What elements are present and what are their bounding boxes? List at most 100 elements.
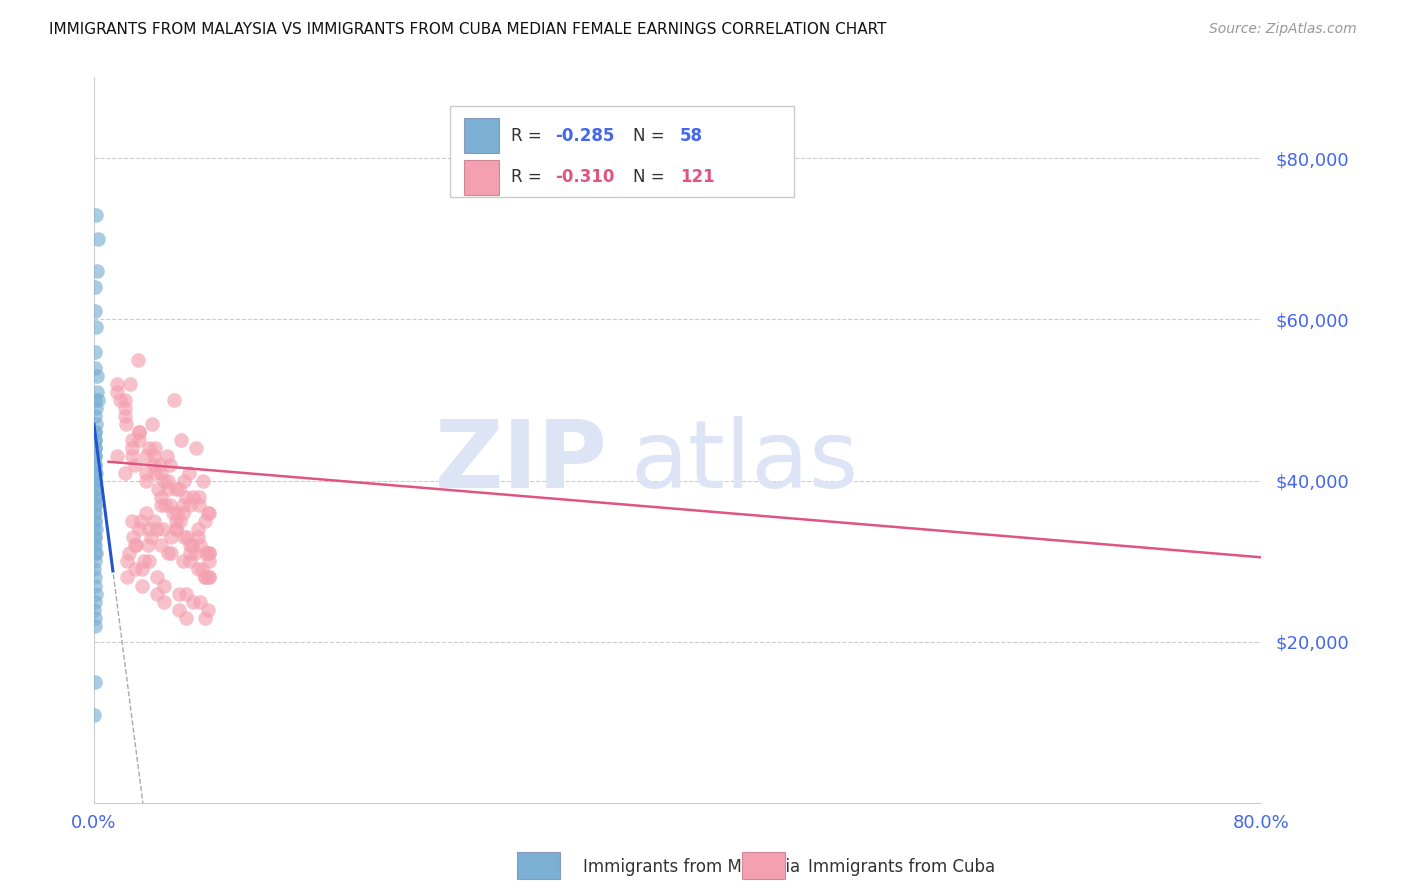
Point xyxy=(197,506,219,520)
Point xyxy=(121,514,143,528)
Point xyxy=(114,392,136,407)
Point xyxy=(165,522,187,536)
Point xyxy=(163,392,186,407)
Point xyxy=(135,506,157,520)
Point xyxy=(84,570,107,584)
Point xyxy=(84,474,107,488)
Text: IMMIGRANTS FROM MALAYSIA VS IMMIGRANTS FROM CUBA MEDIAN FEMALE EARNINGS CORRELAT: IMMIGRANTS FROM MALAYSIA VS IMMIGRANTS F… xyxy=(49,22,887,37)
Point xyxy=(84,490,107,504)
Point xyxy=(155,498,177,512)
Point xyxy=(83,344,105,359)
Point xyxy=(84,498,107,512)
Point xyxy=(145,586,167,600)
Point xyxy=(128,434,150,448)
Point xyxy=(84,320,107,334)
Point xyxy=(84,434,107,448)
Point xyxy=(142,458,165,472)
Point xyxy=(84,401,107,416)
Point xyxy=(121,450,143,464)
Point xyxy=(120,376,142,391)
Point xyxy=(194,570,217,584)
Bar xyxy=(464,118,499,153)
Point xyxy=(84,417,107,432)
Point xyxy=(114,409,136,424)
Point xyxy=(153,578,176,592)
Point xyxy=(150,538,173,552)
Point xyxy=(117,570,139,584)
Point xyxy=(159,498,181,512)
Point xyxy=(146,482,169,496)
Point xyxy=(172,554,194,568)
Point xyxy=(121,434,143,448)
Point xyxy=(117,554,139,568)
Text: Source: ZipAtlas.com: Source: ZipAtlas.com xyxy=(1209,22,1357,37)
Point xyxy=(172,506,194,520)
Point xyxy=(132,554,155,568)
Point xyxy=(127,352,149,367)
Point xyxy=(193,474,215,488)
Point xyxy=(160,530,183,544)
Point xyxy=(157,474,180,488)
Point xyxy=(84,619,107,633)
Point xyxy=(181,490,204,504)
Point xyxy=(157,482,180,496)
Point xyxy=(83,425,105,440)
Point xyxy=(198,554,221,568)
Point xyxy=(181,595,204,609)
Point xyxy=(84,208,107,222)
Point xyxy=(83,675,105,690)
Point xyxy=(124,562,146,576)
Point xyxy=(124,538,146,552)
Point xyxy=(86,264,108,278)
Point xyxy=(162,506,184,520)
FancyBboxPatch shape xyxy=(450,106,794,197)
Point xyxy=(84,522,107,536)
Point xyxy=(138,522,160,536)
Point xyxy=(83,360,105,375)
Point xyxy=(114,466,136,480)
Point xyxy=(159,458,181,472)
Point xyxy=(84,482,107,496)
Point xyxy=(83,578,105,592)
Point xyxy=(197,603,219,617)
Point xyxy=(135,466,157,480)
Point xyxy=(179,498,201,512)
Text: 121: 121 xyxy=(681,169,714,186)
Point xyxy=(128,425,150,440)
Point xyxy=(135,474,157,488)
Point xyxy=(83,425,105,440)
Point xyxy=(176,530,198,544)
Point xyxy=(145,570,167,584)
Point xyxy=(186,522,208,536)
Point xyxy=(84,434,107,448)
Text: ZIP: ZIP xyxy=(434,417,607,508)
Point xyxy=(83,458,105,472)
Point xyxy=(150,498,173,512)
Text: R =: R = xyxy=(510,127,547,145)
Text: N =: N = xyxy=(633,169,671,186)
Point xyxy=(84,304,107,318)
Point xyxy=(128,522,150,536)
Point xyxy=(83,538,105,552)
Point xyxy=(87,232,110,246)
Point xyxy=(83,506,105,520)
Point xyxy=(177,466,200,480)
Point xyxy=(188,490,211,504)
Point xyxy=(131,562,153,576)
Point xyxy=(128,425,150,440)
Point xyxy=(194,611,217,625)
Point xyxy=(190,538,212,552)
Point xyxy=(165,482,187,496)
Bar xyxy=(464,160,499,194)
Point xyxy=(167,586,190,600)
Point xyxy=(174,586,197,600)
Point xyxy=(191,562,214,576)
Point xyxy=(150,466,173,480)
Text: Immigrants from Malaysia: Immigrants from Malaysia xyxy=(583,858,800,876)
Point xyxy=(157,546,180,560)
Point xyxy=(173,530,195,544)
Point xyxy=(173,474,195,488)
Point xyxy=(83,611,105,625)
Text: Immigrants from Cuba: Immigrants from Cuba xyxy=(808,858,995,876)
Point xyxy=(84,450,107,464)
